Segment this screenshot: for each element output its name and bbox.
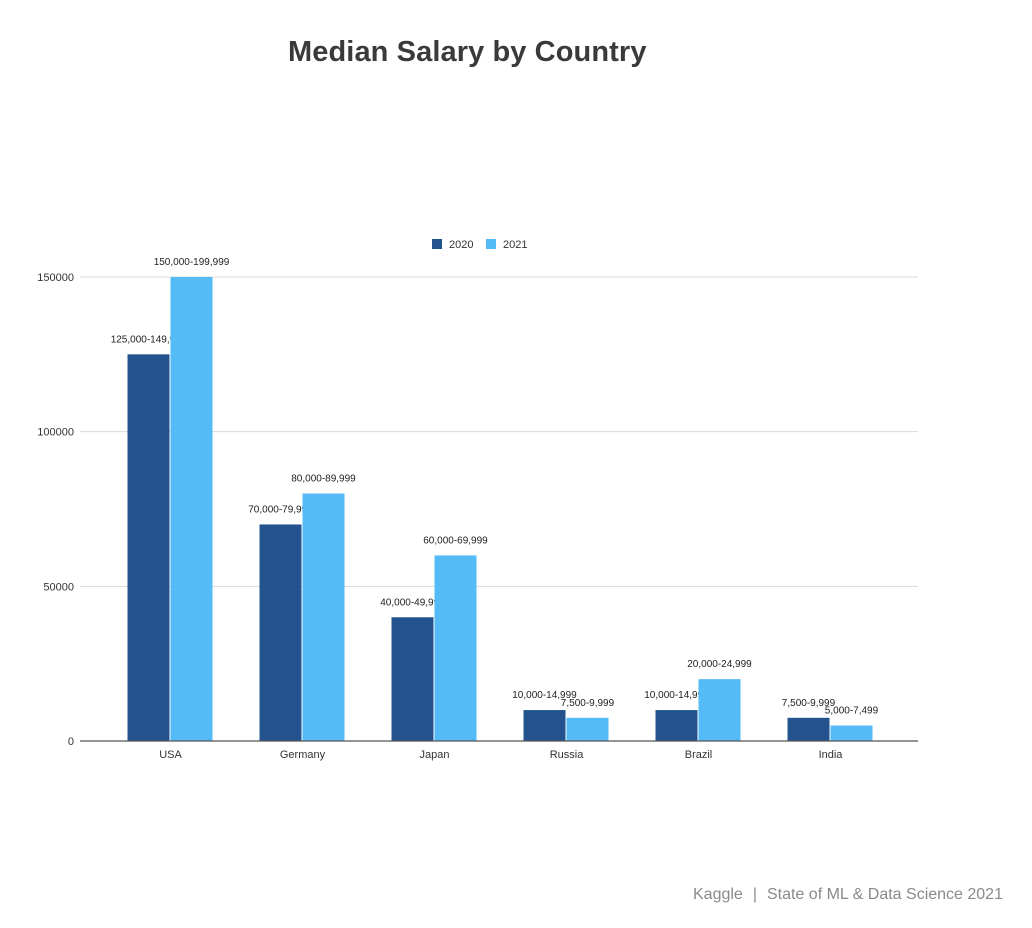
legend-label-2021: 2021 (503, 239, 527, 251)
x-tick-label: Russia (550, 749, 585, 761)
legend-swatch-2020 (432, 239, 442, 249)
bar-2020-india (787, 717, 830, 741)
legend-swatch-2021 (486, 239, 496, 249)
bar-2021-germany (302, 493, 345, 741)
footer-separator: | (752, 886, 757, 903)
bar-2021-japan (434, 555, 477, 741)
data-label: 10,000-14,999 (512, 690, 577, 701)
bar-2020-brazil (655, 710, 698, 741)
data-label: 80,000-89,999 (291, 474, 356, 485)
data-label: 60,000-69,999 (423, 535, 488, 546)
y-tick-label: 150000 (37, 272, 74, 284)
bar-2021-brazil (698, 679, 741, 741)
data-label: 20,000-24,999 (687, 659, 752, 670)
data-label: 7,500-9,999 (782, 698, 836, 709)
data-label: 70,000-79,999 (248, 504, 313, 515)
y-tick-label: 0 (68, 736, 74, 748)
legend-label-2020: 2020 (449, 239, 473, 251)
footer-source: Kaggle (693, 886, 743, 903)
bar-2020-russia (523, 710, 566, 741)
x-tick-label: Brazil (685, 749, 713, 761)
x-tick-label: USA (159, 749, 182, 761)
y-tick-label: 100000 (37, 427, 74, 439)
chart-title: Median Salary by Country (288, 36, 647, 68)
bar-2021-india (830, 725, 873, 741)
x-tick-label: Japan (420, 749, 450, 761)
data-label: 10,000-14,999 (644, 690, 709, 701)
footer: Kaggle | State of ML & Data Science 2021 (693, 886, 1003, 904)
bar-2020-germany (259, 524, 302, 741)
data-label: 5,000-7,499 (825, 706, 879, 717)
bar-2021-usa (170, 277, 213, 741)
x-tick-label: India (819, 749, 844, 761)
y-tick-label: 50000 (43, 581, 74, 593)
bar-2021-russia (566, 717, 609, 741)
data-label: 40,000-49,999 (380, 597, 445, 608)
bar-2020-japan (391, 617, 434, 741)
data-label: 150,000-199,999 (154, 257, 230, 268)
footer-report: State of ML & Data Science 2021 (766, 886, 1003, 903)
x-tick-label: Germany (280, 749, 326, 761)
bar-2020-usa (127, 354, 170, 741)
data-label: 7,500-9,999 (561, 698, 615, 709)
data-label: 125,000-149,999 (111, 334, 187, 345)
